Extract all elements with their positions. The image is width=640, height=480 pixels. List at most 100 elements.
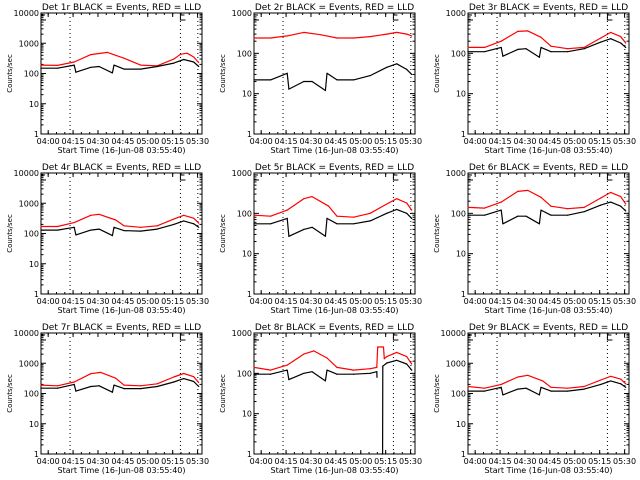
- data-point-events: [40, 229, 42, 231]
- data-point-events: [566, 51, 569, 53]
- data-point-lld: [386, 33, 388, 35]
- y-tick-label: 100: [451, 209, 466, 218]
- y-tick-label: 10: [242, 90, 252, 99]
- data-point-lld: [326, 357, 328, 359]
- data-point-events: [56, 229, 59, 231]
- x-axis-label: Start Time (16-Jun-08 03:55:40): [485, 146, 613, 155]
- data-point-lld: [90, 214, 92, 216]
- data-point-events: [525, 387, 527, 389]
- x-tick-label: 04:15: [275, 297, 298, 306]
- y-tick-label: 100: [237, 369, 252, 378]
- data-point-lld: [620, 378, 622, 380]
- data-point-lld: [550, 386, 552, 388]
- data-point-lld: [336, 366, 338, 369]
- data-point-events: [173, 223, 175, 225]
- data-point-lld: [106, 51, 108, 53]
- data-point-events: [111, 391, 113, 393]
- x-tick-label: 04:15: [489, 297, 512, 306]
- data-point-events: [253, 79, 255, 81]
- y-axis-label: Counts/sec: [433, 374, 441, 413]
- data-point-events: [352, 79, 355, 81]
- x-tick-label: 05:30: [613, 137, 636, 146]
- y-tick-label: 1000: [232, 329, 252, 338]
- data-point-lld: [40, 225, 42, 228]
- data-point-lld: [198, 61, 200, 64]
- x-tick-label: 05:30: [186, 297, 209, 306]
- data-point-lld: [173, 58, 175, 60]
- y-tick-label: 10: [456, 250, 466, 259]
- x-tick-label: 05:00: [136, 457, 159, 466]
- data-point-events: [502, 223, 504, 225]
- data-point-events: [538, 56, 540, 58]
- data-point-lld: [600, 379, 602, 381]
- data-point-lld: [517, 30, 519, 32]
- data-point-lld: [253, 366, 255, 369]
- data-point-events: [139, 388, 142, 390]
- data-point-lld: [583, 206, 585, 209]
- data-point-events: [183, 378, 185, 380]
- data-point-events: [288, 235, 290, 237]
- data-point-lld: [179, 53, 182, 55]
- data-point-lld: [369, 368, 371, 370]
- data-point-events: [396, 359, 398, 361]
- data-point-lld: [396, 351, 398, 354]
- x-tick-label: 04:30: [86, 457, 109, 466]
- data-point-lld: [625, 383, 627, 385]
- series-line-events: [468, 380, 627, 396]
- chart-svg: Det 5r BLACK = Events, RED = LLD 1 10 100 10…: [219, 163, 422, 315]
- x-tick-label: 04:30: [86, 137, 109, 146]
- x-tick-label: 05:00: [136, 137, 159, 146]
- x-tick-label: 05:30: [613, 457, 636, 466]
- chart-title: Det 6r BLACK = Events, RED = LLD: [469, 163, 628, 173]
- event-marker: [606, 13, 613, 21]
- x-tick-label: 05:15: [161, 137, 184, 146]
- series-line-lld: [253, 346, 413, 371]
- data-point-events: [324, 235, 326, 237]
- data-point-events: [113, 64, 115, 66]
- y-tick-label: 1000: [19, 39, 39, 48]
- x-tick-label: 05:00: [349, 297, 372, 306]
- data-point-events: [156, 385, 158, 388]
- data-point-events: [198, 65, 200, 68]
- x-tick-label: 05:00: [563, 457, 586, 466]
- data-point-events: [73, 226, 75, 228]
- event-marker: [40, 333, 46, 341]
- data-point-lld: [517, 376, 519, 378]
- data-point-lld: [90, 54, 92, 56]
- data-point-events: [324, 380, 326, 382]
- x-axis-label: Start Time (16-Jun-08 03:55:40): [271, 306, 399, 315]
- x-tick-label: 04:45: [324, 457, 347, 466]
- x-tick-label: 04:45: [111, 457, 134, 466]
- event-marker: [392, 13, 399, 21]
- data-point-events: [173, 381, 175, 383]
- data-point-events: [336, 79, 338, 81]
- x-tick-label: 04:45: [324, 297, 347, 306]
- data-point-events: [483, 51, 486, 53]
- data-point-lld: [269, 369, 272, 371]
- data-point-events: [326, 369, 328, 371]
- x-tick-label: 04:00: [464, 457, 487, 466]
- y-tick-label: 100: [237, 49, 252, 58]
- data-point-events: [269, 223, 272, 225]
- event-marker: [392, 333, 399, 341]
- y-tick-label: 1000: [446, 9, 466, 18]
- series-line-lld: [41, 213, 200, 228]
- data-point-events: [583, 48, 585, 50]
- data-point-lld: [500, 40, 502, 42]
- data-point-lld: [123, 57, 125, 59]
- data-point-lld: [319, 34, 321, 36]
- data-point-events: [75, 390, 77, 392]
- x-axis-label: Start Time (16-Jun-08 03:55:40): [271, 466, 399, 475]
- data-point-lld: [483, 46, 486, 49]
- y-tick-label: 1: [461, 450, 466, 459]
- data-point-events: [269, 373, 272, 375]
- data-point-lld: [369, 35, 371, 38]
- series-line-events: [41, 378, 200, 393]
- y-tick-label: 10: [29, 420, 39, 429]
- series-line-lld: [40, 371, 200, 387]
- data-point-lld: [173, 218, 175, 220]
- data-point-lld: [90, 373, 92, 375]
- data-point-lld: [396, 198, 398, 200]
- data-point-lld: [610, 31, 612, 34]
- data-point-lld: [198, 381, 200, 384]
